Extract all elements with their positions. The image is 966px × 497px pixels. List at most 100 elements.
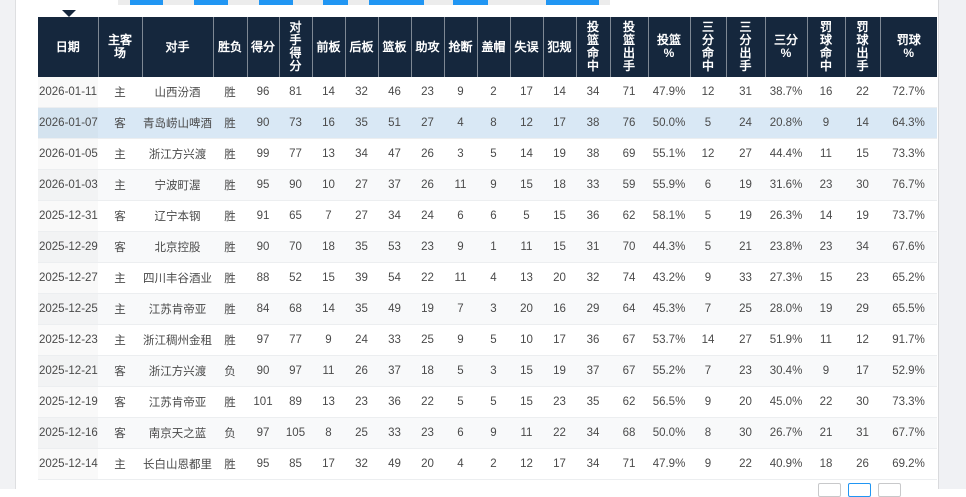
column-header-tpm[interactable]: 三 分 命 中 <box>690 17 727 77</box>
table-cell: 14 <box>807 200 845 232</box>
table-cell: 主 <box>98 324 142 356</box>
table-cell: 24 <box>411 200 444 232</box>
table-cell: 15 <box>845 138 880 170</box>
top-tab-fragment[interactable] <box>194 0 228 5</box>
table-cell: 19 <box>411 293 444 325</box>
table-row[interactable]: 2025-12-21 客浙江方兴渡负 90 97 11 26 37 18 5 3 15 19 37 67 5… <box>38 355 937 387</box>
column-header-pf[interactable]: 犯规 <box>543 17 577 77</box>
table-cell: 12 <box>510 448 543 480</box>
column-header-tp_pct[interactable]: 三分 % <box>765 17 808 77</box>
table-cell: 29 <box>576 293 610 325</box>
table-cell: 主 <box>98 262 142 294</box>
column-header-stl[interactable]: 抢断 <box>444 17 478 77</box>
column-header-fta[interactable]: 罚 球 出 手 <box>845 17 881 77</box>
pagination-button[interactable] <box>818 483 841 497</box>
table-cell: 71 <box>610 448 648 480</box>
table-cell: 15 <box>510 355 543 387</box>
table-cell: 9 <box>807 355 845 387</box>
column-header-off_reb[interactable]: 前板 <box>312 17 346 77</box>
table-cell: 9 <box>312 324 345 356</box>
table-cell: 北京控股 <box>142 231 213 263</box>
top-tab-fragment[interactable] <box>369 0 424 5</box>
table-cell: 27 <box>726 324 765 356</box>
table-cell: 49 <box>378 448 411 480</box>
table-row[interactable]: 2026-01-07 客青岛崂山啤酒胜 90 73 16 35 51 27 4 8 12 17 38 76… <box>38 107 937 139</box>
table-row[interactable]: 2025-12-31 客辽宁本钢胜 91 65 7 27 34 24 6 6 5 15 36 62 58.1… <box>38 200 937 232</box>
table-row[interactable]: 2025-12-16 客南京天之蓝负 97 105 8 25 33 23 6 9 11 22 34 68 5… <box>38 417 937 449</box>
table-cell: 49 <box>378 293 411 325</box>
table-cell: 96 <box>247 77 279 108</box>
table-row[interactable]: 2025-12-29 客北京控股胜 90 70 18 35 53 23 9 1 11 15 31 70 44… <box>38 231 937 263</box>
table-cell: 20.8% <box>765 107 807 139</box>
table-cell: 5 <box>444 386 477 418</box>
table-cell: 浙江方兴渡 <box>142 355 213 387</box>
table-cell: 18 <box>411 355 444 387</box>
table-row[interactable]: 2025-12-19 客江苏肯帝亚胜 101 89 13 23 36 22 5 5 15 23 35 62… <box>38 386 937 418</box>
column-header-opp_points[interactable]: 对 手 得 分 <box>279 17 313 77</box>
table-cell: 65.5% <box>880 293 937 325</box>
table-cell: 14 <box>312 77 345 108</box>
top-tab-fragment[interactable] <box>453 0 488 5</box>
table-cell: 主 <box>98 77 142 108</box>
table-row[interactable]: 2025-12-25 主江苏肯帝亚胜 84 68 14 35 49 19 7 3 20 16 29 64 4… <box>38 293 937 325</box>
table-row[interactable]: 2026-01-11 主山西汾酒胜 96 81 14 32 46 23 9 2 17 14 34 71 47… <box>38 77 937 108</box>
column-header-reb[interactable]: 篮板 <box>378 17 412 77</box>
column-header-ast[interactable]: 助攻 <box>411 17 445 77</box>
column-header-opponent[interactable]: 对手 <box>142 17 214 77</box>
column-header-points[interactable]: 得分 <box>247 17 280 77</box>
table-cell: 97 <box>247 417 279 449</box>
table-cell: 43.2% <box>648 262 690 294</box>
table-cell: 91.7% <box>880 324 937 356</box>
table-cell: 8 <box>312 417 345 449</box>
table-cell: 55.1% <box>648 138 690 170</box>
table-cell: 40.9% <box>765 448 807 480</box>
table-row[interactable]: 2026-01-05 主浙江方兴渡胜 99 77 13 34 47 26 3 5 14 19 38 69 5… <box>38 138 937 170</box>
top-tab-fragment[interactable] <box>546 0 599 5</box>
top-tab-fragment[interactable] <box>130 0 163 5</box>
table-cell: 99 <box>247 138 279 170</box>
table-cell: 55.9% <box>648 169 690 201</box>
table-cell: 50.0% <box>648 107 690 139</box>
table-cell: 9 <box>807 107 845 139</box>
column-header-fgm[interactable]: 投 篮 命 中 <box>576 17 611 77</box>
column-header-fg_pct[interactable]: 投篮 % <box>648 17 691 77</box>
top-tab-fragment[interactable] <box>323 0 348 5</box>
column-header-result[interactable]: 胜负 <box>213 17 248 77</box>
table-cell: 12 <box>690 77 726 108</box>
table-row[interactable]: 2025-12-14 主长白山恩都里胜 95 85 17 32 49 20 4 2 12 17 34 71… <box>38 448 937 480</box>
column-header-blk[interactable]: 盖帽 <box>477 17 511 77</box>
table-cell: 2026-01-03 <box>38 169 98 201</box>
table-cell: 主 <box>98 448 142 480</box>
table-cell: 53.7% <box>648 324 690 356</box>
table-cell: 50.0% <box>648 417 690 449</box>
table-cell: 17 <box>312 448 345 480</box>
pagination-button-active[interactable] <box>848 483 871 497</box>
table-cell: 2025-12-21 <box>38 355 98 387</box>
pagination-button[interactable] <box>878 483 901 497</box>
table-cell: 2026-01-05 <box>38 138 98 170</box>
table-cell: 26 <box>411 138 444 170</box>
table-cell: 客 <box>98 355 142 387</box>
table-row[interactable]: 2025-12-27 主四川丰谷酒业胜 88 52 15 39 54 22 11 4 13 20 32 7… <box>38 262 937 294</box>
table-cell: 15 <box>510 169 543 201</box>
table-cell: 11 <box>444 169 477 201</box>
table-cell: 23 <box>807 169 845 201</box>
table-cell: 5 <box>690 107 726 139</box>
table-cell: 45.3% <box>648 293 690 325</box>
table-cell: 9 <box>444 77 477 108</box>
column-header-def_reb[interactable]: 后板 <box>345 17 379 77</box>
column-header-ftm[interactable]: 罚 球 命 中 <box>807 17 846 77</box>
column-header-tov[interactable]: 失误 <box>510 17 544 77</box>
top-tab-fragment[interactable] <box>259 0 293 5</box>
column-header-venue[interactable]: 主客 场 <box>98 17 143 77</box>
column-header-date[interactable]: 日期 <box>38 17 99 77</box>
table-cell: 胜 <box>213 200 247 232</box>
table-row[interactable]: 2025-12-23 主浙江稠州金租胜 97 77 9 24 33 25 9 5 10 17 36 67 5… <box>38 324 937 356</box>
column-header-ft_pct[interactable]: 罚球 % <box>880 17 937 77</box>
column-header-tpa[interactable]: 三 分 出 手 <box>726 17 766 77</box>
table-cell: 2026-01-07 <box>38 107 98 139</box>
column-header-fga[interactable]: 投 篮 出 手 <box>610 17 649 77</box>
table-cell: 主 <box>98 169 142 201</box>
table-cell: 76.7% <box>880 169 937 201</box>
table-row[interactable]: 2026-01-03 主宁波町渥胜 95 90 10 27 37 26 11 9 15 18 33 59 5… <box>38 169 937 201</box>
